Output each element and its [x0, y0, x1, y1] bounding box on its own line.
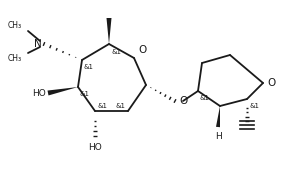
Text: H: H: [215, 132, 221, 141]
Text: &1: &1: [116, 103, 126, 109]
Text: O: O: [179, 96, 187, 106]
Text: &1: &1: [98, 103, 108, 109]
Polygon shape: [216, 106, 220, 127]
Text: HO: HO: [88, 143, 102, 152]
Text: N: N: [34, 39, 42, 49]
Polygon shape: [48, 87, 78, 95]
Text: &1: &1: [80, 91, 90, 97]
Text: &1: &1: [112, 49, 122, 55]
Text: CH₃: CH₃: [8, 21, 22, 30]
Text: &1: &1: [84, 64, 94, 70]
Text: HO: HO: [32, 89, 46, 97]
Text: CH₃: CH₃: [8, 54, 22, 63]
Text: &1: &1: [249, 103, 259, 109]
Polygon shape: [106, 18, 111, 44]
Text: O: O: [138, 45, 146, 55]
Text: O: O: [267, 78, 275, 88]
Text: &1: &1: [200, 95, 210, 101]
